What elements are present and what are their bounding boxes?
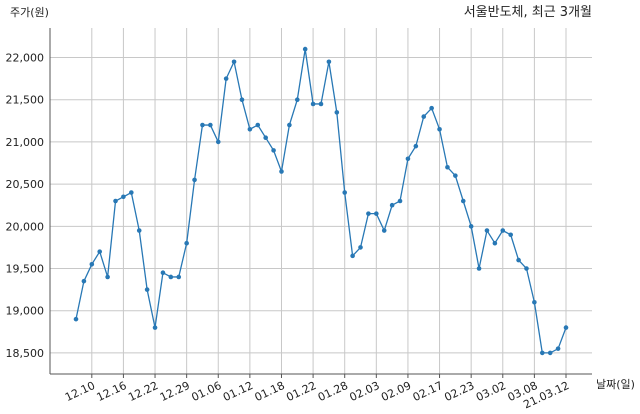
data-point — [476, 266, 482, 271]
data-point — [136, 228, 142, 233]
data-point — [184, 240, 189, 246]
x-tick-label: 01.22 — [284, 379, 318, 404]
data-point — [516, 257, 521, 263]
data-point — [302, 46, 308, 52]
data-point — [334, 110, 340, 115]
data-point — [310, 101, 316, 107]
data-point — [144, 287, 150, 292]
data-point — [97, 249, 103, 254]
data-point — [524, 266, 529, 271]
data-point — [405, 156, 411, 162]
x-axis-title: 날짜(일) — [596, 377, 635, 391]
x-tick-labels: 12.1012.1612.2212.2901.0601.1201.1801.22… — [63, 379, 571, 411]
x-tick-label: 12.10 — [63, 379, 97, 404]
data-point — [121, 194, 126, 200]
data-point — [208, 122, 213, 128]
chart-title: 서울반도체, 최근 3개월 — [464, 5, 592, 20]
x-tick-label: 01.28 — [316, 379, 350, 404]
data-point — [247, 126, 253, 132]
x-tick-label: 01.18 — [253, 379, 287, 404]
data-point — [255, 122, 261, 128]
data-point — [350, 253, 355, 259]
data-point — [539, 350, 545, 356]
y-tick-label: 22,000 — [6, 52, 45, 65]
data-point — [555, 346, 561, 351]
data-point — [326, 59, 332, 65]
y-tick-label: 19,500 — [6, 263, 45, 276]
data-point — [73, 316, 79, 322]
y-axis-title: 주가(원) — [10, 6, 49, 19]
data-point — [294, 97, 300, 103]
data-points — [73, 46, 569, 356]
data-point — [429, 105, 434, 111]
data-point — [468, 224, 474, 229]
x-tick-label: 02.17 — [411, 379, 445, 404]
data-point — [413, 143, 419, 149]
x-tick-label: 02.09 — [379, 379, 413, 404]
data-point — [547, 350, 553, 356]
y-tick-label: 18,500 — [6, 347, 45, 360]
data-point — [342, 190, 348, 195]
data-point — [81, 278, 87, 284]
data-point — [366, 211, 371, 216]
axes — [49, 28, 592, 378]
data-point — [397, 198, 403, 204]
y-tick-label: 21,000 — [6, 136, 45, 149]
data-point — [200, 122, 205, 128]
data-point — [263, 135, 268, 141]
y-tick-label: 20,000 — [6, 220, 45, 233]
data-point — [271, 148, 276, 153]
data-point — [129, 190, 134, 195]
data-point — [508, 232, 513, 238]
data-point — [445, 164, 450, 170]
data-point — [113, 198, 118, 204]
data-point — [160, 270, 166, 276]
data-point — [152, 325, 158, 330]
data-point — [168, 274, 174, 280]
data-point — [460, 198, 466, 204]
data-point — [279, 169, 284, 174]
data-point — [421, 114, 427, 119]
price-series-line — [75, 48, 567, 354]
data-point — [176, 274, 182, 280]
data-point — [287, 122, 292, 128]
data-point — [484, 228, 490, 233]
data-point — [239, 97, 245, 103]
data-point — [453, 173, 458, 178]
y-tick-label: 21,500 — [6, 94, 45, 107]
data-point — [500, 228, 506, 233]
data-point — [532, 299, 537, 305]
data-point — [437, 126, 442, 132]
data-point — [231, 59, 237, 65]
data-point — [563, 325, 569, 330]
data-point — [389, 202, 395, 208]
data-point — [89, 261, 95, 267]
y-tick-label: 20,500 — [6, 178, 45, 191]
grid — [50, 28, 592, 374]
x-tick-label: 03.02 — [474, 379, 508, 404]
data-point — [223, 76, 229, 81]
y-tick-labels: 18,500 19,000 19,500 20,000 20,500 21,000 21,5… — [6, 52, 45, 360]
y-tick-label: 19,000 — [6, 305, 45, 318]
x-tick-label: 12.16 — [95, 379, 129, 404]
data-point — [192, 177, 197, 183]
x-tick-label: 02.23 — [442, 379, 476, 404]
data-point — [358, 245, 363, 250]
data-point — [215, 139, 221, 145]
x-tick-label: 02.03 — [348, 379, 382, 404]
data-point — [318, 101, 324, 107]
data-point — [105, 274, 110, 280]
data-point — [374, 211, 379, 216]
x-tick-label: 12.29 — [158, 379, 192, 404]
x-tick-label: 01.06 — [189, 379, 223, 404]
data-point — [381, 228, 387, 233]
data-point — [492, 240, 498, 246]
x-tick-label: 12.22 — [126, 379, 160, 404]
x-tick-label: 01.12 — [221, 379, 255, 404]
